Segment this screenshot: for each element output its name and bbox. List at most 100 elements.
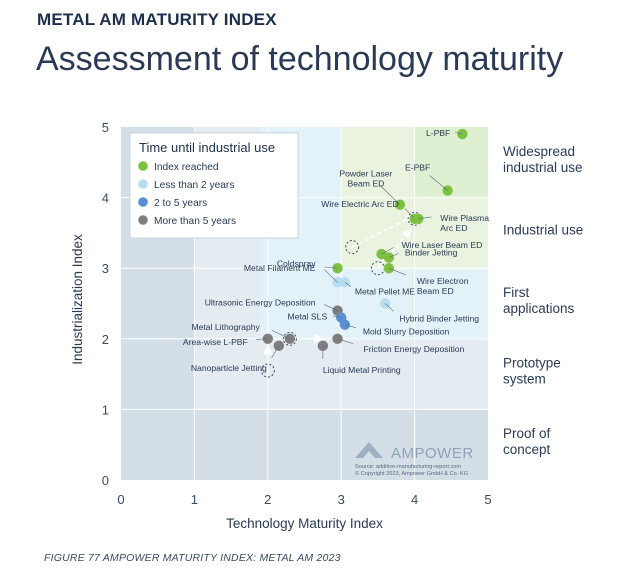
x-tick-label: 4 [411,492,418,507]
data-point: Metal Filament ME [244,263,343,274]
point-marker [332,333,343,344]
data-point: Wire Plasma Arc ED [413,213,489,233]
point-label: Metal SLS [288,312,328,322]
trend-arrow [351,214,416,248]
watermark-source: Source: additive-manufacturing-report.co… [355,464,461,470]
data-point: Metal Pellet ME [339,277,415,296]
point-marker [413,213,424,224]
legend-entry-label: More than 5 years [154,216,236,227]
point-label: Friction Energy Deposition [364,344,465,354]
data-point: E-PBF [405,163,453,196]
page-title: Assessment of technology maturity [36,40,564,78]
leader-line [388,253,399,258]
ampower-wordmark: AMPOWER [391,445,474,462]
leader-line [255,338,268,340]
data-point: Mold Slurry Deposition [339,319,450,337]
legend: Time until industrial use Index reached Le… [129,132,299,239]
point-label: Wire Laser Beam ED [402,240,483,250]
figure-caption: FIGURE 77 AMPOWER MATURITY INDEX: METAL … [44,552,341,564]
point-label: Mold Slurry Deposition [363,327,450,337]
legend-swatch [138,179,148,189]
point-label: Hybrid Binder Jetting [399,314,479,324]
leader-line [418,216,432,220]
leader-line [324,304,338,311]
data-point: Wire Electron Beam ED [383,263,469,296]
trend-arrow [377,228,412,269]
point-label: Nanoparticle Jetting [191,363,267,373]
point-label: Metal Pellet ME [355,286,415,296]
zone-labels: Widespread industrial use Industrial use Fi… [503,144,583,457]
ampower-watermark: AMPOWER Source: additive-manufacturing-re… [355,442,474,477]
data-point: Friction Energy Deposition [332,333,465,354]
data-point: Liquid Metal Printing [317,340,401,375]
y-axis-label: Industrialization Index [70,234,85,365]
data-point: Metal Lithography [191,322,296,344]
legend-swatch [138,161,148,171]
leader-line [385,303,394,312]
x-tick-label: 1 [191,492,198,507]
legend-swatch [138,215,148,225]
leader-line [324,269,338,283]
y-tick-label: 3 [102,261,109,276]
legend-box [129,132,299,239]
point-label: Coldspray [277,258,316,268]
y-tick-label: 0 [102,473,109,488]
point-label: Powder Laser Beam ED [339,169,392,189]
watermark-copyright: © Copyright 2023, Ampower GmbH & Co. KG [355,470,468,477]
axes: 0 1 2 3 4 5 0 1 2 3 4 5 Technology Maturity Index Ind… [70,120,492,531]
y-tick-label: 5 [102,120,109,135]
report-kicker: METAL AM MATURITY INDEX [37,10,277,29]
ampower-logo-cutout [363,451,375,458]
previous-position-marker [345,240,360,255]
point-label: Metal Filament ME [244,263,316,273]
leader-line [381,247,394,255]
data-point: Area-wise L-PBF [183,333,273,347]
leader-line [324,266,338,269]
ampower-logo-icon [355,442,383,458]
legend-entry-label: Less than 2 years [154,180,234,191]
point-label: Wire Electric Arc ED [321,199,398,209]
point-marker [383,252,395,263]
leader-line [455,131,463,135]
x-axis-label: Technology Maturity Index [226,516,383,531]
point-label: Wire Plasma Arc ED [440,213,489,233]
band-widespread-use [414,127,488,198]
point-marker [383,263,395,274]
data-point: L-PBF [426,128,468,140]
y-tick-label: 1 [102,402,109,417]
leader-line [404,208,415,219]
leader-line [429,175,448,191]
legend-entry-label: Index reached [154,162,219,173]
x-tick-label: 3 [338,492,345,507]
data-point: Binder Jetting [383,248,458,263]
point-label: Area-wise L-PBF [183,337,248,347]
leader-line [388,267,406,276]
x-tick-label: 0 [117,492,124,507]
point-label: Metal Lithography [191,322,260,332]
point-label: Binder Jetting [405,248,458,258]
leader-line [271,345,280,359]
zone-label: Prototype system [503,356,561,387]
point-label: Wire Electron Beam ED [417,276,469,296]
zone-label: Widespread industrial use [503,144,583,175]
data-point: Powder Laser Beam ED [339,169,406,210]
leader-line [332,315,342,318]
legend-title: Time until industrial use [139,140,275,155]
leader-line [271,330,290,340]
leader-line [344,282,352,287]
y-tick-label: 4 [102,191,109,206]
data-points: L-PBF E-PBF Powder Laser Beam ED Wire Electr… [183,128,489,375]
point-label: Liquid Metal Printing [323,365,401,375]
data-point: Coldspray [277,258,343,288]
data-point: Nanoparticle Jetting [191,340,285,373]
y-tick-label: 2 [102,332,109,347]
data-point: Hybrid Binder Jetting [380,298,479,324]
leader-line [344,324,356,328]
previous-position-marker [260,363,275,378]
point-label: L-PBF [426,128,450,138]
zone-label: Proof of concept [503,426,551,457]
zone-label: Industrial use [503,222,583,237]
legend-swatch [138,197,148,207]
leader-line [337,338,354,344]
